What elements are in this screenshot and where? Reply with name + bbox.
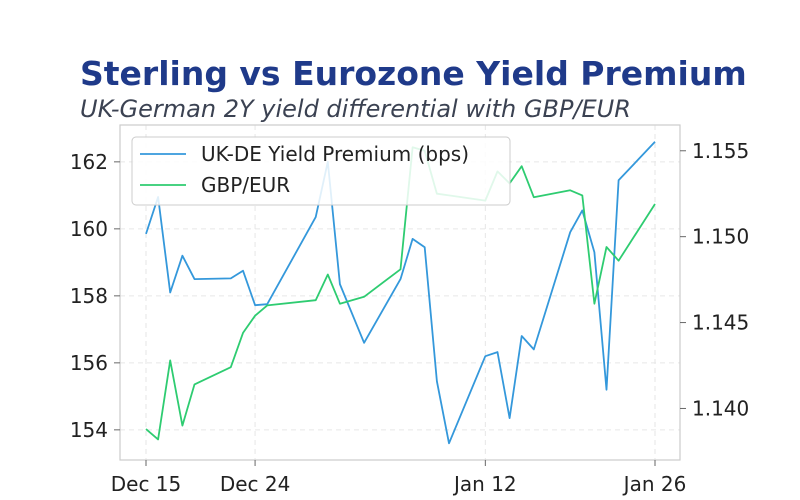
y-left-tick-label: 160 — [70, 217, 108, 241]
legend: UK-DE Yield Premium (bps) GBP/EUR — [131, 136, 511, 206]
x-axis: Dec 15 Dec 24 Jan 12 Jan 26 — [111, 460, 687, 496]
legend-label-yield: UK-DE Yield Premium (bps) — [201, 142, 469, 166]
x-tick-label: Dec 15 — [111, 472, 182, 496]
x-tick-label: Jan 12 — [452, 472, 517, 496]
y-right-tick-label: 1.155 — [692, 139, 749, 163]
y-left-tick-label: 156 — [70, 351, 108, 375]
legend-box — [131, 136, 511, 206]
y-left-tick-label: 158 — [70, 284, 108, 308]
series-line-yield-premium — [145, 141, 656, 445]
y-axis-right: 1.140 1.145 1.150 1.155 — [680, 139, 749, 420]
y-right-tick-label: 1.140 — [692, 396, 749, 420]
y-axis-left: 154 156 158 160 162 — [70, 150, 120, 442]
chart-subtitle: UK-German 2Y yield differential with GBP… — [80, 95, 631, 123]
chart-title: Sterling vs Eurozone Yield Premium — [80, 54, 747, 93]
x-tick-label: Jan 26 — [622, 472, 687, 496]
y-left-tick-label: 162 — [70, 150, 108, 174]
y-left-tick-label: 154 — [70, 418, 108, 442]
x-tick-label: Dec 24 — [220, 472, 291, 496]
y-right-tick-label: 1.150 — [692, 225, 749, 249]
y-right-tick-label: 1.145 — [692, 311, 749, 335]
legend-label-gbpeur: GBP/EUR — [201, 173, 290, 197]
plot-frame — [119, 124, 681, 461]
